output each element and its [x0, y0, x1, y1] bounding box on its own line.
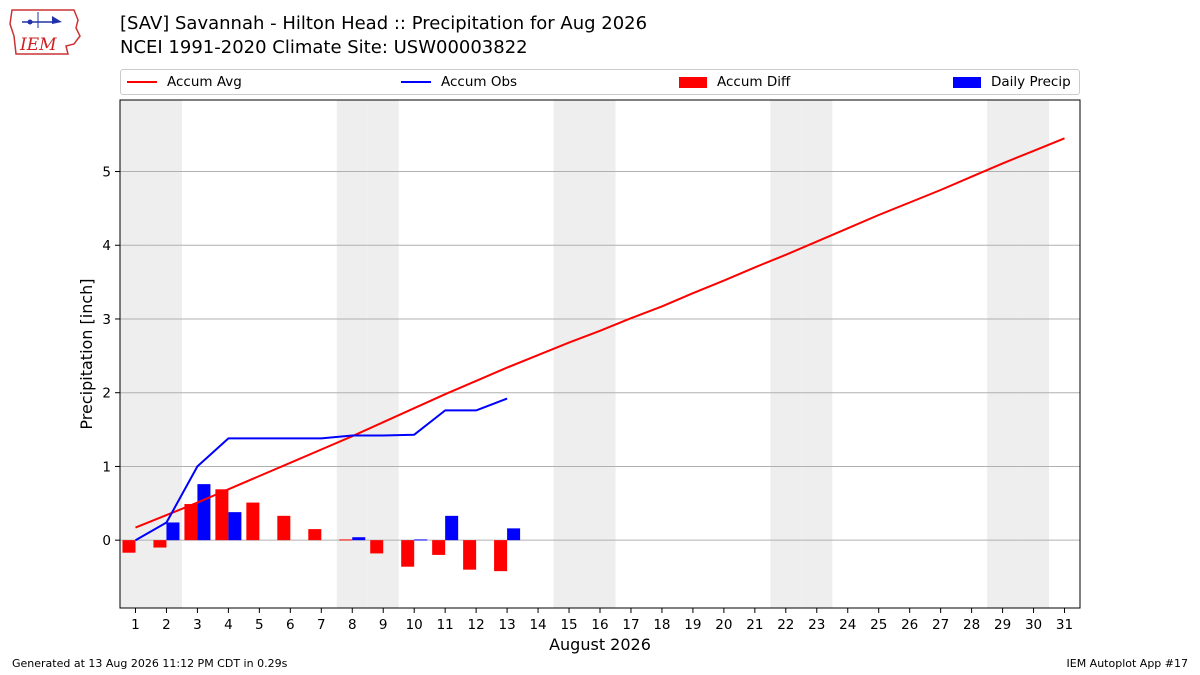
x-tick-label: 12: [468, 617, 485, 633]
accum-diff-bar: [494, 540, 508, 572]
x-tick-label: 6: [286, 617, 295, 633]
plot-frame: [119, 99, 1081, 609]
generated-timestamp: Generated at 13 Aug 2026 11:12 PM CDT in…: [12, 657, 288, 670]
legend-item-accum-avg: Accum Avg: [127, 70, 242, 94]
chart-title: [SAV] Savannah - Hilton Head :: Precipit…: [120, 13, 648, 34]
legend-item-daily-precip: Daily Precip: [953, 70, 1071, 94]
accum-diff-bar: [370, 540, 384, 554]
x-axis-label: August 2026: [549, 635, 651, 654]
weekend-band: [584, 100, 616, 608]
x-tick-label: 27: [932, 617, 949, 633]
weekend-band: [770, 100, 802, 608]
accum-diff-bar: [246, 502, 260, 541]
x-tick-label: 15: [560, 617, 577, 633]
y-tick-label: 3: [102, 312, 111, 328]
x-tick-label: 3: [193, 617, 202, 633]
accum-diff-bar: [432, 540, 446, 555]
x-tick-label: 28: [963, 617, 980, 633]
weekend-band: [336, 100, 368, 608]
iowa-outline-icon: [9, 9, 81, 55]
daily-precip-bar: [166, 522, 180, 541]
logo-text: IEM: [19, 35, 57, 55]
x-tick-label: 9: [379, 617, 388, 633]
x-tick-label: 5: [255, 617, 264, 633]
daily-precip-bar: [197, 484, 211, 541]
x-tick-label: 29: [994, 617, 1011, 633]
accum-avg-line: [135, 137, 1065, 529]
legend-item-accum-diff: Accum Diff: [679, 70, 790, 94]
x-tick-label: 21: [746, 617, 763, 633]
weekend-band: [367, 100, 399, 608]
y-tick-label: 5: [102, 165, 111, 181]
legend-swatch: [127, 81, 157, 83]
x-tick-label: 30: [1025, 617, 1042, 633]
y-tick-label: 1: [102, 459, 111, 475]
daily-precip-bar: [228, 512, 242, 541]
accum-diff-bar: [153, 540, 167, 548]
y-tick-label: 2: [102, 386, 111, 402]
daily-precip-bar: [445, 515, 459, 541]
x-tick-label: 7: [317, 617, 326, 633]
y-tick-label: 4: [102, 238, 111, 254]
x-tick-label: 17: [622, 617, 639, 633]
legend-item-accum-obs: Accum Obs: [401, 70, 517, 94]
weekend-band: [1018, 100, 1050, 608]
legend-swatch: [401, 81, 431, 83]
chart-legend: Accum Avg Accum Obs Accum Diff Daily Pre…: [120, 69, 1080, 95]
legend-label: Daily Precip: [991, 74, 1071, 90]
iem-logo: IEM: [8, 6, 82, 62]
daily-precip-bar: [507, 528, 521, 541]
x-tick-label: 25: [870, 617, 887, 633]
weekend-band: [801, 100, 833, 608]
daily-precip-bar: [414, 539, 428, 541]
accum-obs-line: [135, 397, 508, 542]
x-tick-label: 8: [348, 617, 357, 633]
x-tick-label: 18: [653, 617, 670, 633]
x-tick-label: 14: [529, 617, 546, 633]
x-tick-label: 4: [224, 617, 233, 633]
x-tick-label: 20: [715, 617, 732, 633]
accum-diff-bar: [463, 540, 477, 570]
x-tick-label: 31: [1056, 617, 1073, 633]
weekend-band: [120, 100, 151, 608]
accum-diff-bar: [122, 540, 136, 553]
chart-subtitle: NCEI 1991-2020 Climate Site: USW00003822: [120, 37, 528, 58]
legend-label: Accum Avg: [167, 74, 242, 90]
x-tick-label: 16: [591, 617, 608, 633]
accum-diff-bar: [308, 529, 322, 541]
x-tick-label: 23: [808, 617, 825, 633]
legend-label: Accum Diff: [717, 74, 791, 90]
legend-swatch: [953, 76, 981, 88]
x-tick-label: 13: [499, 617, 516, 633]
x-tick-label: 1: [131, 617, 140, 633]
weekend-band: [553, 100, 585, 608]
x-tick-label: 2: [162, 617, 171, 633]
accum-diff-bar: [401, 540, 415, 567]
accum-diff-bar: [339, 539, 353, 541]
x-tick-label: 11: [437, 617, 454, 633]
accum-diff-bar: [277, 515, 291, 541]
x-tick-label: 10: [406, 617, 423, 633]
accum-diff-bar: [215, 489, 229, 541]
legend-swatch: [679, 76, 707, 88]
weekend-band: [987, 100, 1019, 608]
y-axis-label: Precipitation [inch]: [77, 278, 96, 429]
x-tick-label: 26: [901, 617, 918, 633]
legend-label: Accum Obs: [441, 74, 518, 90]
accum-diff-bar: [184, 504, 198, 541]
app-credit: IEM Autoplot App #17: [1066, 657, 1189, 670]
x-tick-label: 19: [684, 617, 701, 633]
y-tick-label: 0: [102, 533, 111, 549]
x-tick-label: 22: [777, 617, 794, 633]
daily-precip-bar: [352, 537, 366, 541]
x-tick-label: 24: [839, 617, 856, 633]
